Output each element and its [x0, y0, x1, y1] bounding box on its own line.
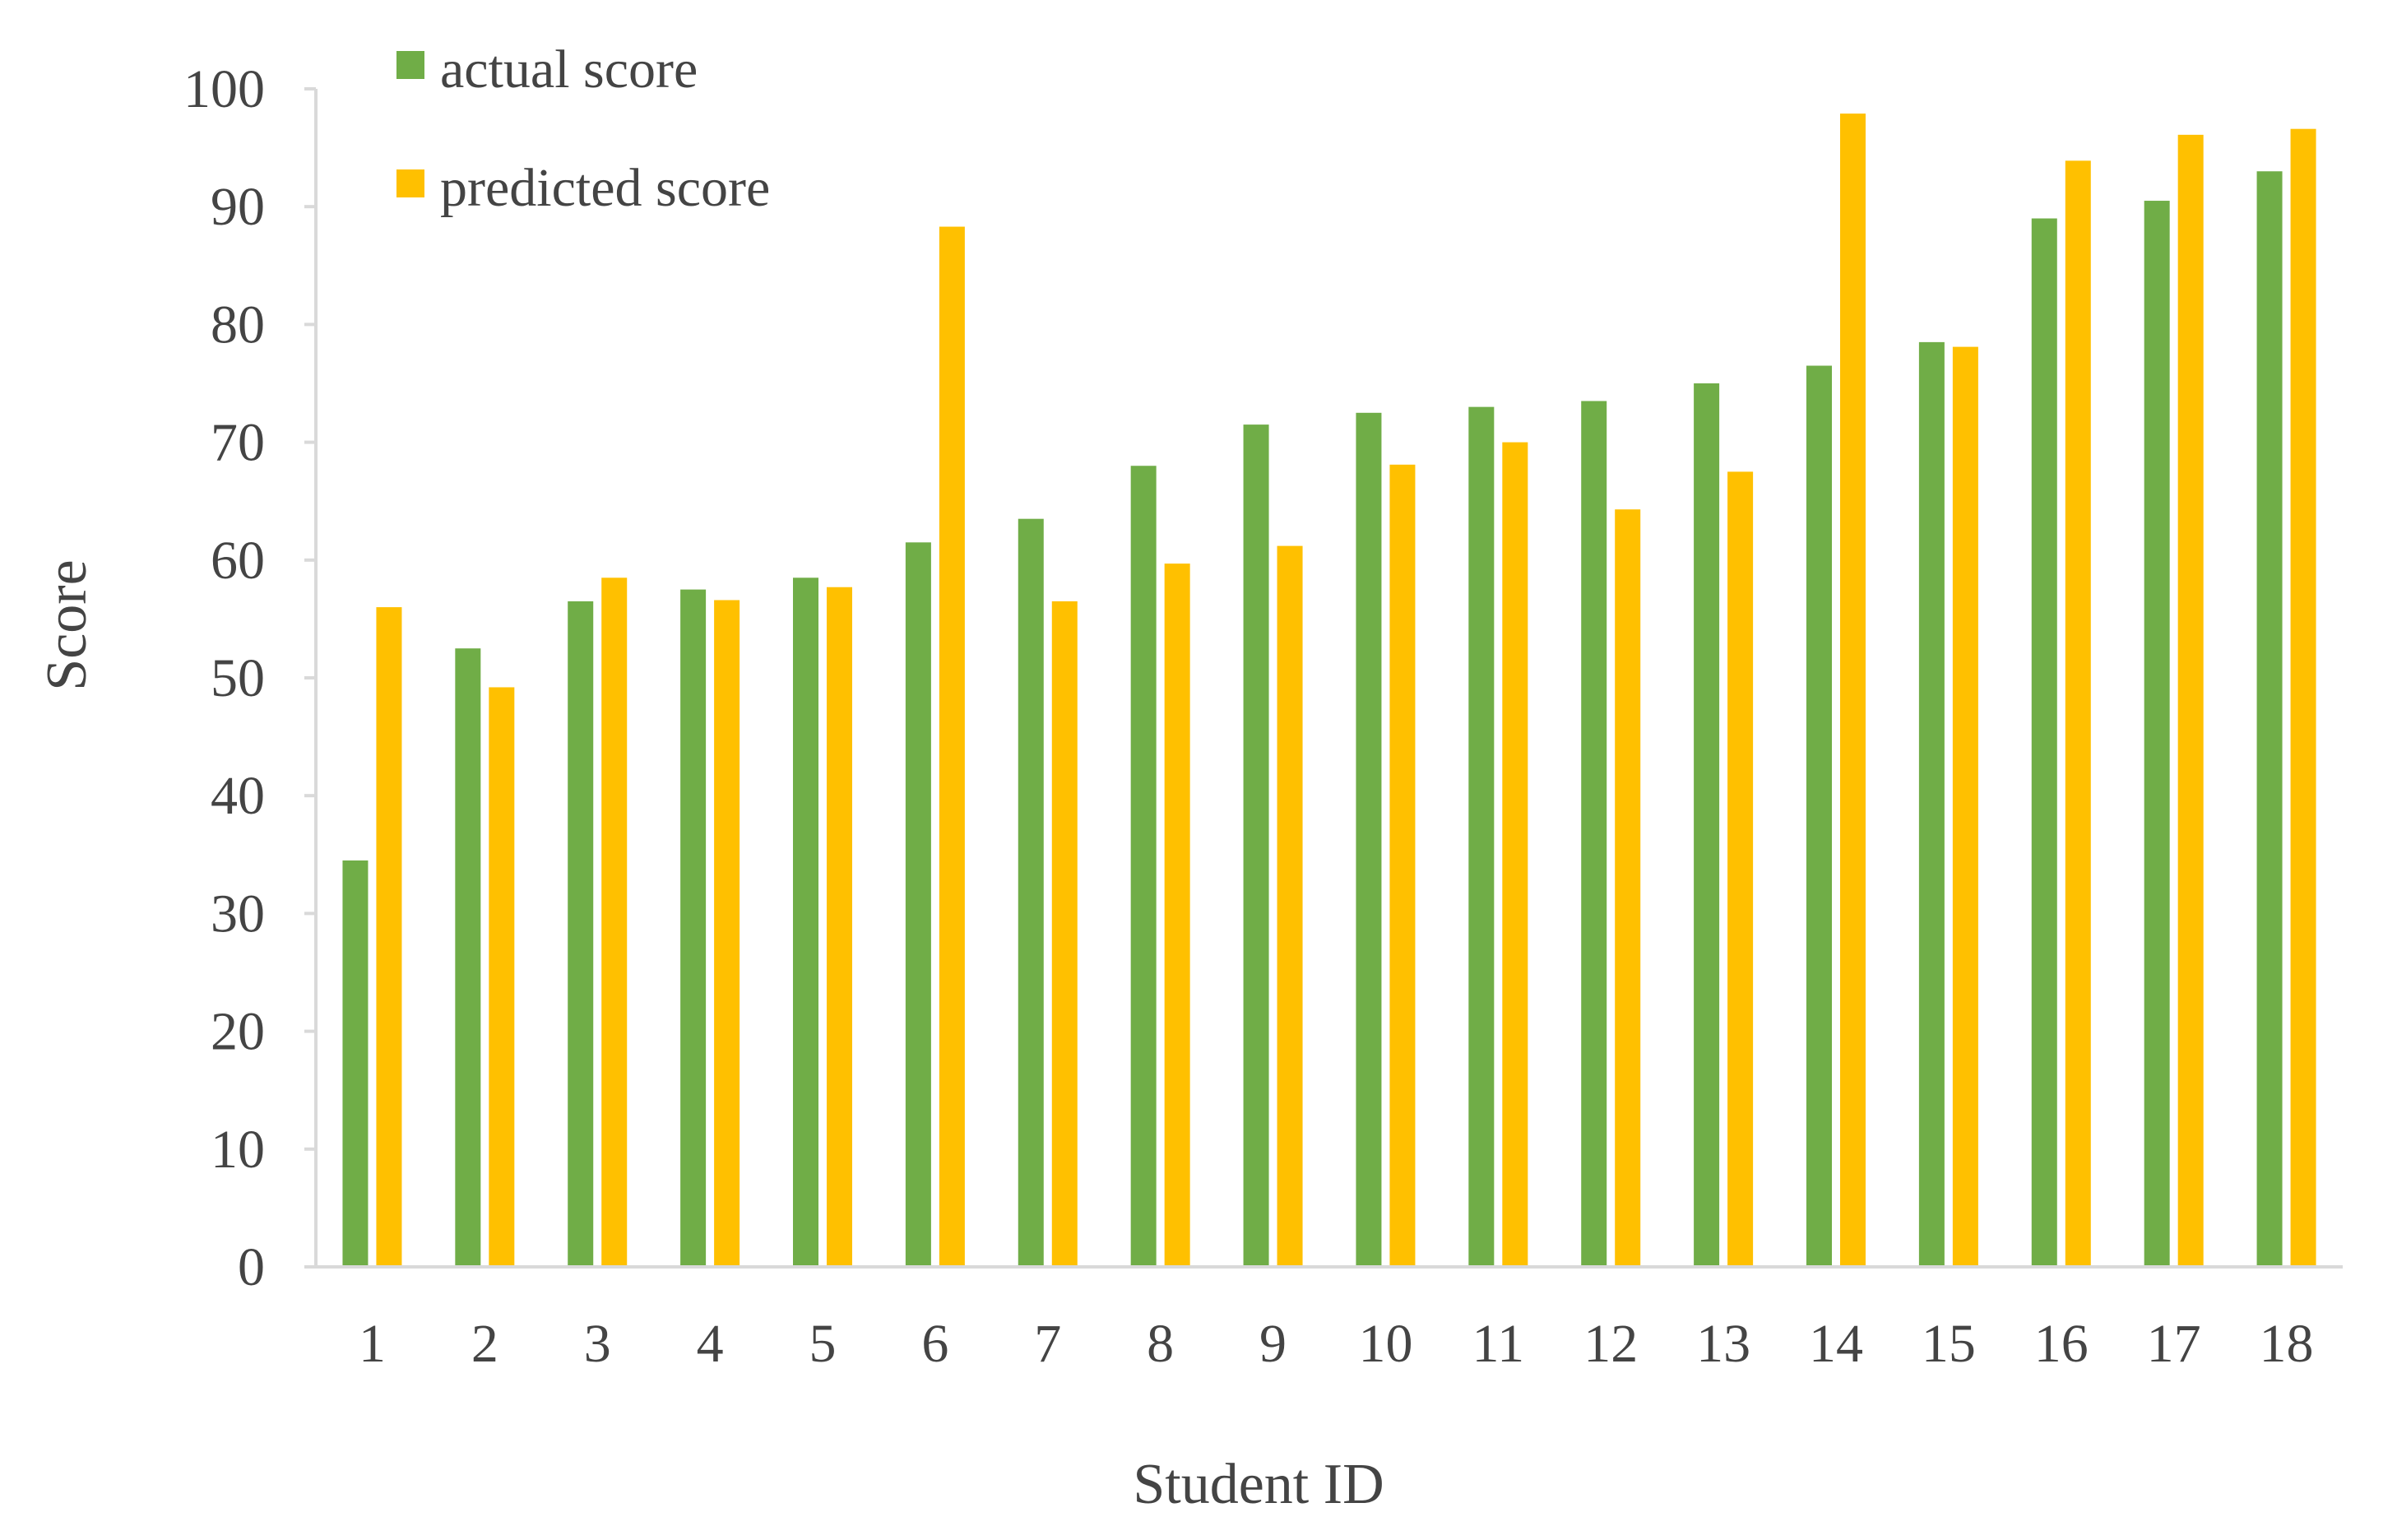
bar-actual-10: [1356, 412, 1382, 1267]
x-tick-label: 7: [1034, 1314, 1061, 1374]
y-tick-label: 20: [211, 1002, 265, 1062]
legend-swatch-actual-score: [396, 51, 424, 79]
bar-actual-6: [905, 542, 931, 1267]
x-tick-label: 10: [1358, 1314, 1412, 1374]
legend-label-predicted-score: predicted score: [440, 158, 770, 218]
bar-actual-3: [568, 601, 594, 1267]
x-tick-label: 18: [2260, 1314, 2314, 1374]
bar-predicted-13: [1727, 471, 1754, 1267]
x-tick-labels: 1 2 3 4 5 6 7 8 9 10 11 12 13 14 15 16 17 18: [359, 1314, 2314, 1374]
x-tick-label: 16: [2034, 1314, 2089, 1374]
bar-predicted-6: [939, 226, 965, 1268]
bar-predicted-2: [489, 687, 515, 1267]
y-tick-label: 10: [211, 1120, 265, 1180]
bar-predicted-14: [1840, 114, 1866, 1267]
bar-predicted-7: [1051, 601, 1078, 1267]
y-tick-label: 50: [211, 648, 265, 708]
bars-group: [342, 114, 2316, 1268]
bar-actual-11: [1468, 406, 1495, 1267]
bar-predicted-12: [1615, 509, 1641, 1267]
bar-actual-7: [1018, 518, 1044, 1267]
bar-actual-18: [2256, 171, 2283, 1268]
bar-predicted-5: [827, 587, 852, 1267]
y-tick-label: 40: [211, 766, 265, 826]
bar-predicted-11: [1502, 442, 1528, 1267]
y-tick-label: 90: [211, 177, 265, 237]
x-tick-label: 2: [471, 1314, 498, 1374]
x-tick-label: 15: [1922, 1314, 1976, 1374]
bar-predicted-17: [2177, 134, 2204, 1267]
y-tick-label: 30: [211, 884, 265, 944]
bar-predicted-15: [1952, 346, 1978, 1267]
legend: actual score predicted score: [396, 39, 770, 218]
y-tick-labels: 0 10 20 30 40 50 60 70 80 90 100: [183, 59, 316, 1297]
bar-actual-8: [1130, 466, 1157, 1267]
bar-predicted-4: [714, 600, 740, 1267]
y-axis-title: Score: [35, 559, 99, 690]
y-tick-label: 70: [211, 413, 265, 473]
bar-actual-12: [1581, 401, 1607, 1268]
x-tick-label: 8: [1147, 1314, 1174, 1374]
bar-actual-5: [793, 578, 818, 1267]
bar-actual-2: [455, 648, 481, 1267]
bar-actual-16: [2031, 218, 2057, 1267]
x-tick-label: 3: [584, 1314, 611, 1374]
bar-actual-14: [1806, 365, 1832, 1267]
bar-actual-1: [342, 860, 369, 1267]
x-tick-label: 17: [2147, 1314, 2201, 1374]
bar-predicted-18: [2290, 128, 2316, 1268]
bar-predicted-8: [1164, 564, 1190, 1267]
legend-swatch-predicted-score: [396, 169, 424, 197]
bar-actual-13: [1694, 383, 1720, 1267]
y-tick-label: 0: [238, 1237, 265, 1297]
bar-predicted-3: [601, 578, 628, 1267]
y-tick-label: 100: [183, 59, 265, 119]
x-tick-label: 6: [921, 1314, 948, 1374]
bar-predicted-1: [376, 607, 402, 1267]
x-tick-label: 12: [1583, 1314, 1638, 1374]
bar-predicted-16: [2065, 160, 2091, 1267]
x-tick-label: 13: [1696, 1314, 1750, 1374]
x-tick-label: 11: [1472, 1314, 1525, 1374]
x-tick-label: 9: [1259, 1314, 1287, 1374]
bar-actual-4: [680, 589, 707, 1267]
bar-predicted-10: [1389, 464, 1416, 1267]
x-tick-label: 1: [359, 1314, 386, 1374]
legend-label-actual-score: actual score: [440, 39, 698, 100]
y-tick-label: 80: [211, 295, 265, 355]
bar-actual-15: [1918, 341, 1945, 1267]
bar-actual-17: [2144, 201, 2170, 1267]
x-axis-title: Student ID: [1133, 1453, 1384, 1516]
y-tick-label: 60: [211, 531, 265, 591]
x-tick-label: 4: [697, 1314, 724, 1374]
bar-predicted-9: [1277, 545, 1303, 1267]
x-tick-label: 5: [809, 1314, 837, 1374]
bar-actual-9: [1243, 424, 1269, 1267]
x-tick-label: 14: [1809, 1314, 1863, 1374]
